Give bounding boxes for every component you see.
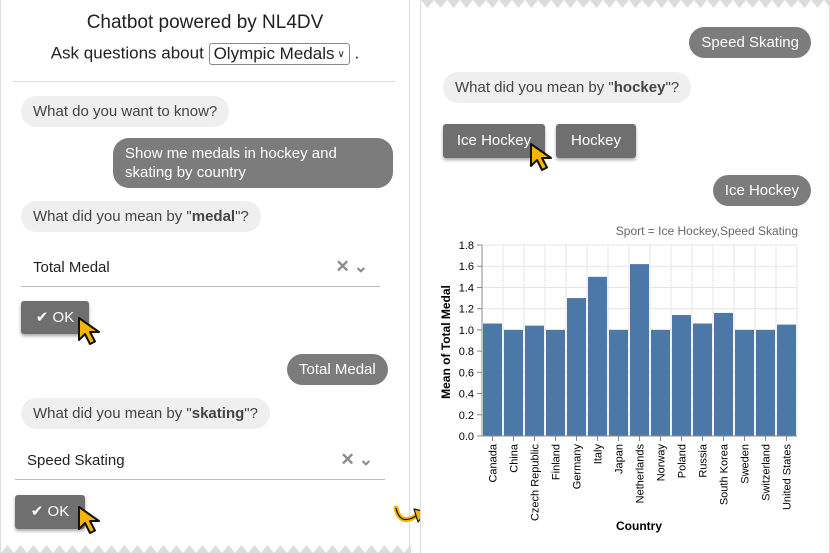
chat-panel-left: Chatbot powered by NL4DV Ask questions a…	[0, 0, 411, 553]
choice-hockey-button[interactable]: Hockey	[556, 124, 636, 158]
chat-panel-right: Speed Skating What did you mean by "hock…	[420, 0, 830, 553]
chevron-down-icon[interactable]: ⌄	[353, 257, 372, 276]
chevron-down-icon: ∨	[337, 49, 345, 61]
bar-china	[504, 329, 523, 436]
skating-dropdown[interactable]: Speed Skating ✕⌄	[15, 448, 385, 480]
clear-icon[interactable]: ✕	[340, 450, 359, 469]
x-axis-title: Country	[616, 519, 662, 533]
bar-canada	[483, 323, 502, 436]
y-tick-label: 0.2	[459, 410, 474, 422]
bar-netherlands	[630, 264, 649, 436]
chart-title: Sport = Ice Hockey,Speed Skating	[616, 224, 798, 238]
x-tick-label: Russia	[698, 443, 710, 478]
bar-russia	[693, 323, 712, 436]
bar-norway	[651, 329, 670, 436]
user-message-ice-hockey: Ice Hockey	[712, 175, 811, 206]
y-tick-label: 0.6	[459, 367, 474, 379]
x-tick-label: South Korea	[719, 443, 731, 505]
clear-icon[interactable]: ✕	[335, 257, 354, 276]
bar-sweden	[735, 329, 754, 436]
y-tick-label: 1.2	[459, 304, 474, 316]
bar-germany	[567, 298, 586, 436]
medal-dropdown[interactable]: Total Medal ✕⌄	[21, 255, 380, 287]
x-tick-label: Canada	[488, 443, 500, 482]
ask-prefix: Ask questions about	[50, 43, 204, 63]
x-tick-label: Sweden	[740, 444, 752, 484]
bar-switzerland	[756, 329, 775, 436]
cursor-icon	[78, 506, 100, 534]
chart-bars	[483, 264, 796, 436]
ask-line: Ask questions about Olympic Medals ∨ .	[1, 43, 409, 65]
bot-question-skating: What did you mean by "skating"?	[21, 398, 270, 429]
x-tick-label: Norway	[656, 444, 668, 482]
ok-button[interactable]: ✔ OK	[15, 495, 85, 529]
bar-czech-republic	[525, 325, 544, 436]
check-icon: ✔	[35, 309, 49, 326]
term-hockey: hockey	[613, 79, 666, 96]
bot-question-medal: What did you mean by "medal"?	[21, 201, 261, 232]
x-tick-label: United States	[782, 444, 794, 511]
dataset-select[interactable]: Olympic Medals ∨	[208, 43, 350, 65]
choice-ice-hockey-button[interactable]: Ice Hockey	[443, 124, 545, 158]
user-message: Show me medals in hockey and skating by …	[113, 138, 393, 188]
term-skating: skating	[191, 405, 245, 422]
x-tick-label: China	[509, 443, 521, 473]
bar-poland	[672, 315, 691, 436]
medal-dropdown-value: Total Medal	[33, 259, 110, 276]
user-message-speed-skating: Speed Skating	[689, 27, 811, 58]
bar-japan	[609, 329, 628, 436]
zigzag-edge-bottom	[1, 544, 411, 553]
x-tick-label: Netherlands	[635, 444, 647, 504]
ask-suffix: .	[354, 43, 360, 63]
term-medal: medal	[191, 208, 236, 225]
header-divider	[13, 81, 395, 82]
chevron-down-icon[interactable]: ⌄	[358, 450, 377, 469]
user-message-total-medal: Total Medal	[287, 354, 388, 385]
cursor-icon	[78, 317, 100, 345]
y-tick-label: 1.0	[459, 325, 474, 337]
y-axis-title: Mean of Total Medal	[439, 285, 453, 399]
bar-united-states	[777, 324, 796, 436]
x-tick-label: Germany	[572, 444, 584, 490]
bar-finland	[546, 329, 565, 436]
bar-italy	[588, 276, 607, 436]
x-tick-label: Czech Republic	[530, 444, 542, 522]
x-tick-label: Poland	[677, 444, 689, 478]
bar-south-korea	[714, 312, 733, 436]
y-tick-label: 1.4	[459, 282, 474, 294]
x-tick-label: Finland	[551, 444, 563, 480]
bot-message: What do you want to know?	[21, 96, 230, 127]
y-tick-label: 1.8	[459, 240, 474, 252]
skating-dropdown-value: Speed Skating	[27, 452, 125, 469]
chart-x-axis: Canada China Czech Republic Finland Germany I…	[482, 435, 797, 522]
x-tick-label: Italy	[593, 444, 605, 465]
bot-question-hockey: What did you mean by "hockey"?	[443, 72, 692, 103]
y-tick-label: 0.8	[459, 346, 474, 358]
ok-button[interactable]: ✔ OK	[21, 301, 89, 334]
y-tick-label: 1.6	[459, 261, 474, 273]
bar-chart: Sport = Ice Hockey,Speed Skating 0.00.20…	[439, 224, 798, 533]
x-tick-label: Switzerland	[761, 444, 773, 501]
chart-y-axis: 0.0 0.2 0.4 0.6 0.8 1.0 1.2 1.4 1.6 1.8	[459, 240, 483, 443]
check-icon: ✔	[30, 503, 44, 520]
chatbot-title: Chatbot powered by NL4DV	[86, 12, 324, 33]
x-tick-label: Japan	[614, 444, 626, 474]
y-tick-label: 0.0	[459, 431, 474, 443]
zigzag-edge-top	[421, 0, 830, 9]
cursor-icon	[530, 143, 552, 171]
y-tick-label: 0.4	[459, 389, 474, 401]
